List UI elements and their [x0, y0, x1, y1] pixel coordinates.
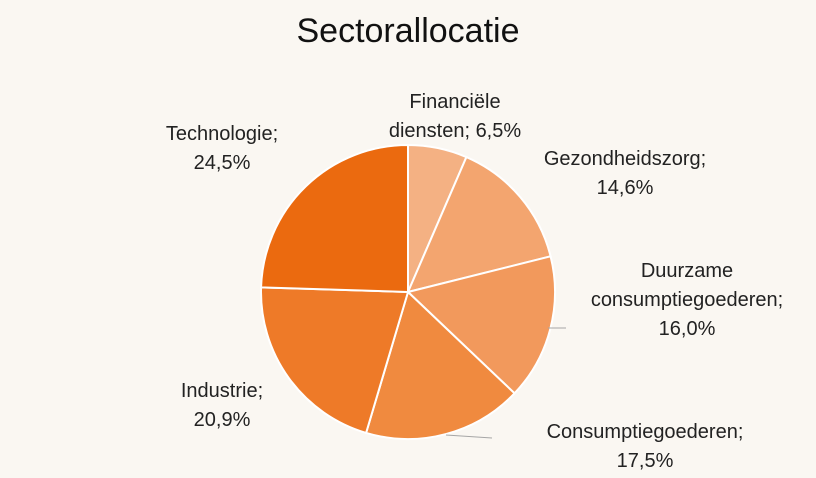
value-label: 16,0% — [658, 318, 716, 340]
value-label: 14,6% — [596, 177, 654, 199]
pie-slice — [406, 155, 552, 294]
leader-line — [445, 434, 493, 439]
pie-slice — [260, 286, 410, 435]
category-label: Consumptiegoederen; — [546, 421, 744, 443]
category-label: Gezondheidszorg; — [543, 148, 707, 170]
value-label: 20,9% — [193, 409, 251, 431]
slice-label: Industrie; 20,9% — [157, 377, 287, 435]
category-label: Financiële diensten; — [388, 91, 501, 142]
pie-slice — [364, 290, 516, 440]
slice-label: Duurzame consumptiegoederen; 16,0% — [562, 257, 812, 344]
value-label: 17,5% — [616, 450, 674, 472]
slice-label: Gezondheidszorg; 14,6% — [525, 145, 725, 203]
slice-label: Financiële diensten; 6,5% — [370, 88, 540, 146]
category-label: Industrie; — [180, 380, 264, 402]
slice-label: Technologie; 24,5% — [142, 120, 302, 178]
chart-title: Sectorallocatie — [296, 12, 520, 50]
category-label: Technologie; — [165, 123, 279, 145]
value-label: 24,5% — [193, 152, 251, 174]
category-label: Duurzame consumptiegoederen; — [590, 260, 784, 311]
pie-slice — [260, 143, 409, 294]
slice-label: Consumptiegoederen; 17,5% — [528, 418, 763, 476]
pie-slice — [405, 255, 556, 395]
value-label: 6,5% — [475, 120, 522, 142]
